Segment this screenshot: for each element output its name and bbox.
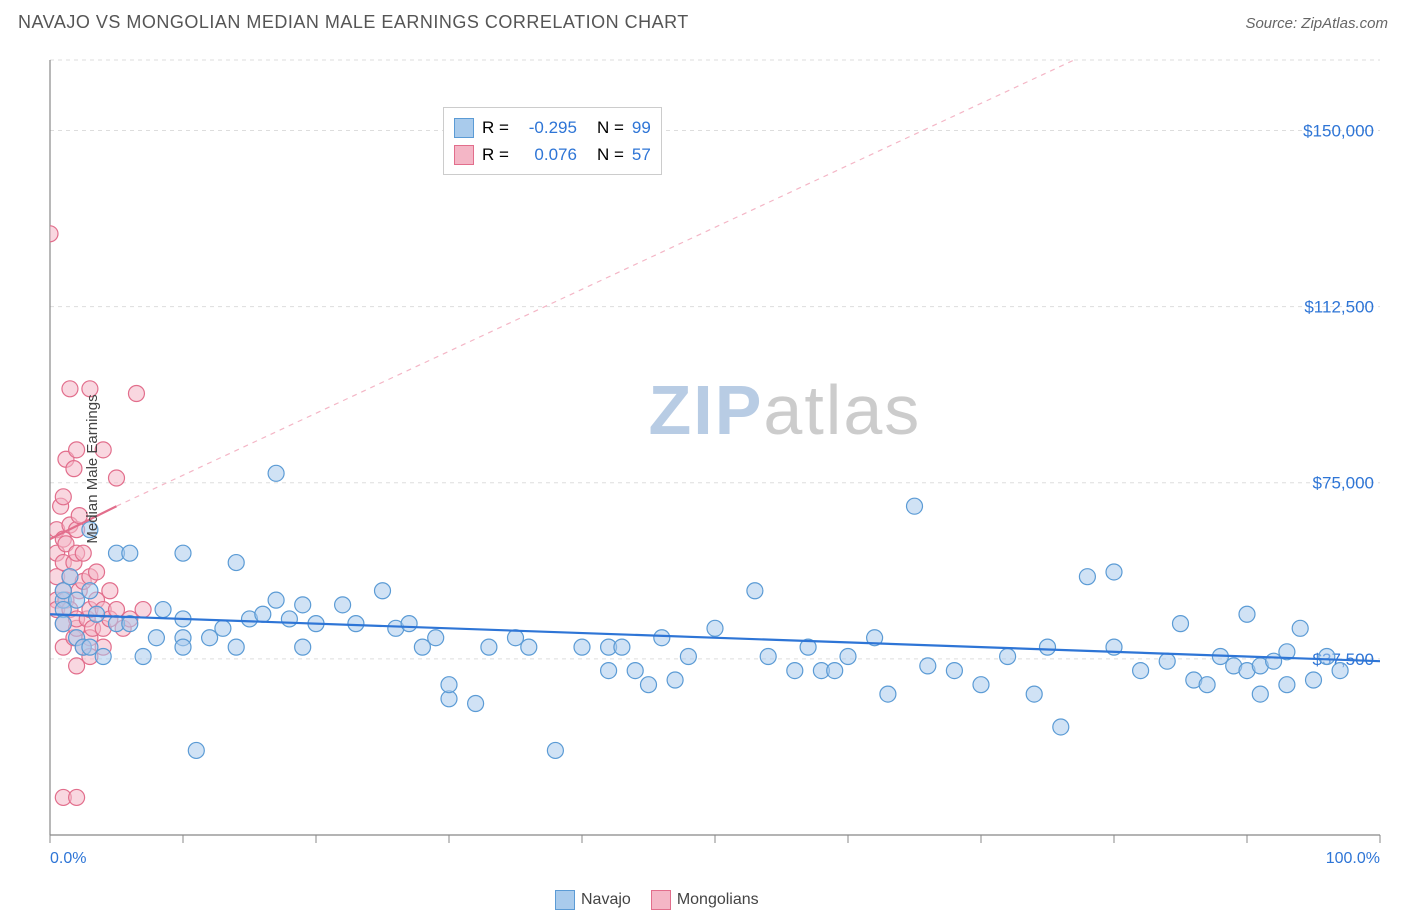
r-value: -0.295 bbox=[517, 114, 577, 141]
n-value: 99 bbox=[632, 114, 651, 141]
legend-swatch bbox=[555, 890, 575, 910]
chart-title: NAVAJO VS MONGOLIAN MEDIAN MALE EARNINGS… bbox=[18, 12, 689, 33]
svg-text:$150,000: $150,000 bbox=[1303, 121, 1374, 140]
legend-label: Navajo bbox=[581, 891, 631, 909]
legend-item: Mongolians bbox=[651, 890, 759, 910]
series-swatch bbox=[454, 118, 474, 138]
svg-text:100.0%: 100.0% bbox=[1326, 850, 1380, 867]
series-swatch bbox=[454, 145, 474, 165]
stats-row: R = 0.076 N = 57 bbox=[454, 141, 651, 168]
n-value: 57 bbox=[632, 141, 651, 168]
svg-text:0.0%: 0.0% bbox=[50, 850, 86, 867]
chart-area: Median Male Earnings 0.0%100.0%$37,500$7… bbox=[0, 45, 1406, 892]
legend-swatch bbox=[651, 890, 671, 910]
correlation-stats-box: R = -0.295 N = 99 R = 0.076 N = 57 bbox=[443, 107, 662, 175]
source-attribution: Source: ZipAtlas.com bbox=[1245, 15, 1388, 32]
r-label: R = bbox=[482, 141, 509, 168]
svg-text:$112,500: $112,500 bbox=[1304, 298, 1374, 317]
svg-text:$75,000: $75,000 bbox=[1313, 474, 1374, 493]
legend-item: Navajo bbox=[555, 890, 631, 910]
legend-label: Mongolians bbox=[677, 891, 759, 909]
stats-row: R = -0.295 N = 99 bbox=[454, 114, 651, 141]
n-label: N = bbox=[597, 114, 624, 141]
y-axis-label: Median Male Earnings bbox=[84, 394, 101, 543]
legend: Navajo Mongolians bbox=[555, 890, 759, 910]
r-label: R = bbox=[482, 114, 509, 141]
r-value: 0.076 bbox=[517, 141, 577, 168]
n-label: N = bbox=[597, 141, 624, 168]
